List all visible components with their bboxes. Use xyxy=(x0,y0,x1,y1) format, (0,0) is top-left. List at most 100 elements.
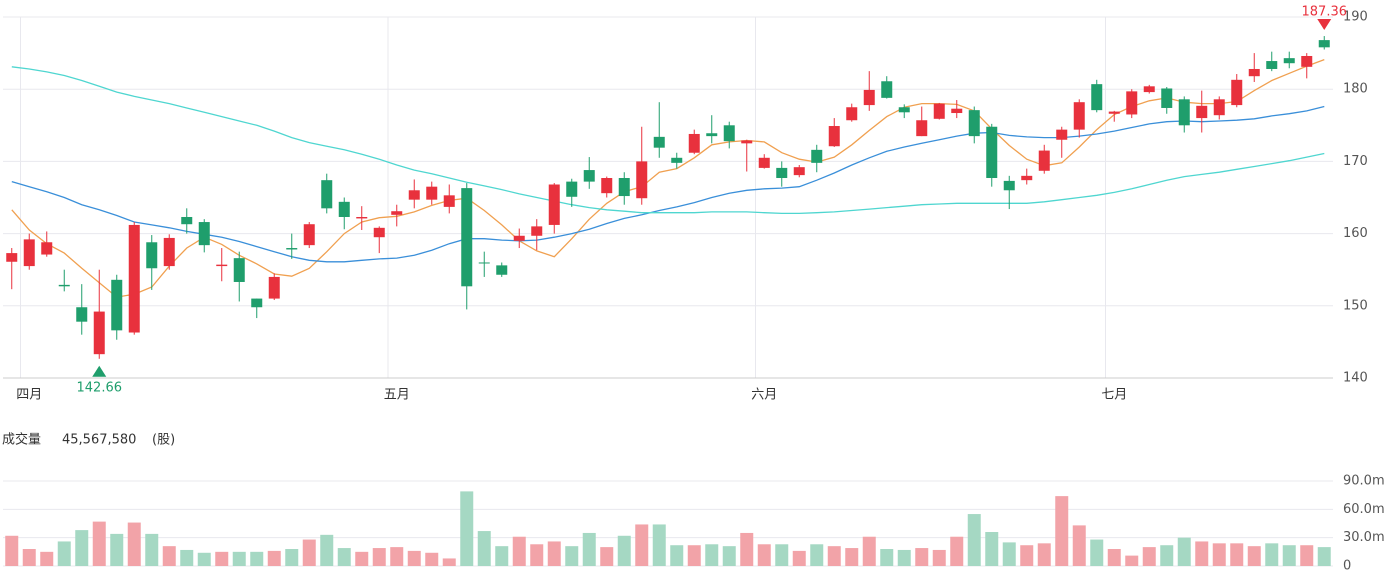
candle-body xyxy=(1108,111,1120,114)
volume-bar xyxy=(1282,545,1296,566)
volume-bar xyxy=(757,544,771,566)
volume-bar xyxy=(1195,541,1209,566)
x-tick-label: 四月 xyxy=(16,388,42,403)
y-tick-label: 160 xyxy=(1343,226,1368,241)
candle-body xyxy=(811,149,823,163)
volume-bar xyxy=(740,532,754,566)
candle-body xyxy=(356,216,368,219)
volume-bar xyxy=(250,551,264,566)
volume-bar xyxy=(425,552,439,566)
volume-bar xyxy=(180,549,194,566)
volume-bar xyxy=(407,550,421,566)
candle-body xyxy=(1021,175,1033,181)
y-tick-label: 190 xyxy=(1343,10,1368,25)
volume-bar xyxy=(530,544,544,566)
min-marker xyxy=(92,365,107,377)
volume-bar xyxy=(985,532,999,566)
volume-bar xyxy=(110,533,124,566)
volume-bar xyxy=(775,544,789,566)
volume-bar xyxy=(92,521,106,566)
candle-body xyxy=(251,298,263,308)
volume-bar xyxy=(267,550,281,566)
volume-bar xyxy=(127,522,141,566)
candle-body xyxy=(76,307,88,322)
volume-bar xyxy=(232,551,246,566)
candle-body xyxy=(548,184,560,225)
min-label: 142.66 xyxy=(77,380,123,395)
volume-bar xyxy=(5,535,19,566)
volume-bar xyxy=(862,536,876,566)
x-tick-label: 六月 xyxy=(751,388,777,403)
candle-body xyxy=(303,224,315,246)
volume-bar xyxy=(1212,543,1226,566)
volume-bar xyxy=(1055,496,1069,566)
volume-bar xyxy=(565,546,579,566)
candle-body xyxy=(741,140,753,144)
volume-bar xyxy=(1177,537,1191,566)
candle-body xyxy=(181,216,193,225)
volume-bar xyxy=(197,552,211,566)
candle-body xyxy=(688,133,700,153)
candle-body xyxy=(758,157,770,168)
candle-body xyxy=(776,167,788,179)
candle-body xyxy=(1196,105,1208,119)
volume-bar xyxy=(372,548,386,566)
volume-bar xyxy=(652,524,666,566)
candle-body xyxy=(566,181,578,197)
volume-bar xyxy=(600,547,614,566)
candle-body xyxy=(933,103,945,119)
candle-body xyxy=(916,120,928,137)
volume-bar xyxy=(320,534,334,566)
candle-body xyxy=(986,126,998,179)
volume-bar xyxy=(145,533,159,566)
volume-title: 成交量 xyxy=(2,432,41,448)
volume-current: 45,567,580 xyxy=(62,433,136,448)
x-tick-label: 五月 xyxy=(384,388,410,403)
y-tick-label: 180 xyxy=(1343,82,1368,97)
volume-bar xyxy=(810,544,824,566)
y-tick-label: 170 xyxy=(1343,154,1368,169)
candle-body xyxy=(1283,58,1295,64)
volume-bar xyxy=(1107,549,1121,566)
candle-body xyxy=(198,222,210,246)
candle-body xyxy=(1248,68,1260,77)
candle-body xyxy=(111,279,123,331)
volume-bar xyxy=(337,548,351,566)
volume-bar xyxy=(512,536,526,566)
volume-bar xyxy=(1072,525,1086,566)
volume-bar xyxy=(950,536,964,566)
volume-bar xyxy=(880,549,894,566)
candle-body xyxy=(898,107,910,113)
volume-bar xyxy=(582,532,596,566)
candle-body xyxy=(1126,91,1138,115)
volume-unit: (股) xyxy=(152,433,175,448)
volume-bar xyxy=(302,539,316,566)
volume-bar xyxy=(967,514,981,566)
candle-body xyxy=(128,224,140,333)
candle-body xyxy=(1266,61,1278,69)
volume-bar xyxy=(442,558,456,566)
ma-line xyxy=(11,105,1325,263)
candle-body xyxy=(1091,84,1103,111)
volume-bar xyxy=(1247,546,1261,566)
volume-bar xyxy=(617,535,631,566)
volume-bar xyxy=(285,549,299,566)
x-tick-label: 七月 xyxy=(1101,388,1127,403)
candle-body xyxy=(496,265,508,275)
candle-body xyxy=(723,125,735,142)
volume-bar xyxy=(722,546,736,566)
candle-body xyxy=(968,110,980,137)
volume-bar xyxy=(932,549,946,566)
volume-bar xyxy=(1300,545,1314,566)
y-tick-label: 30.0m xyxy=(1343,530,1385,545)
y-tick-label: 150 xyxy=(1343,298,1368,313)
volume-bar xyxy=(1317,547,1331,566)
volume-bar xyxy=(827,546,841,566)
candle-body xyxy=(618,178,630,197)
volume-bar xyxy=(477,531,491,566)
candle-body xyxy=(793,167,805,176)
candle-body xyxy=(601,178,613,194)
volume-bar xyxy=(40,551,54,566)
y-tick-label: 140 xyxy=(1343,371,1368,386)
